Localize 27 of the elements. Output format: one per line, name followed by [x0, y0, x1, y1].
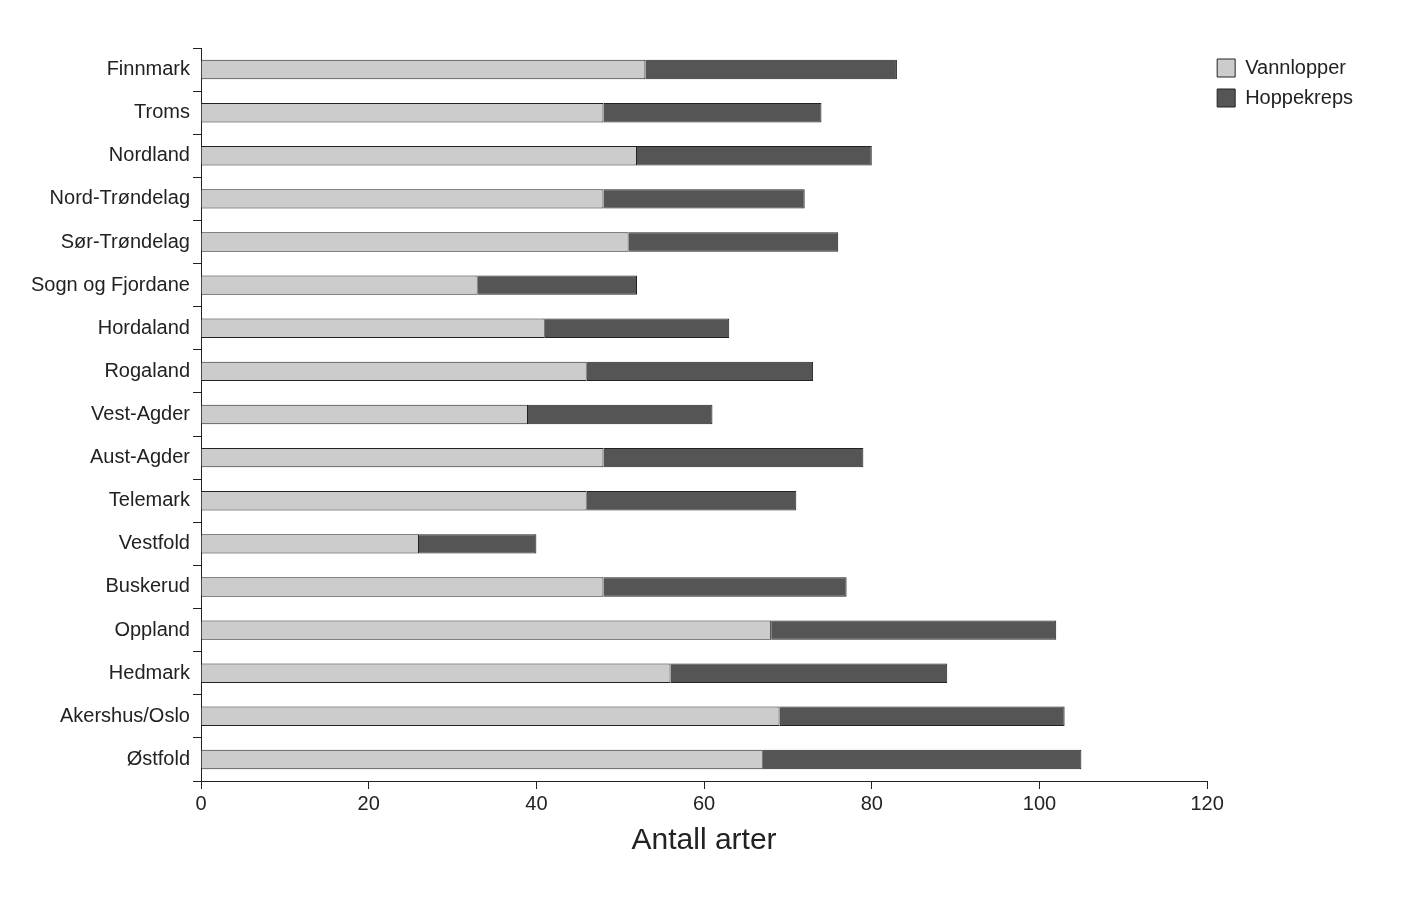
y-tick-label: Finnmark	[106, 57, 191, 80]
y-tick-label: Akershus/Oslo	[59, 703, 190, 726]
x-tick-label: 0	[195, 791, 207, 814]
x-tick-label: 60	[692, 791, 716, 814]
x-tick-label: 40	[525, 791, 548, 814]
x-tick-label: 120	[1190, 791, 1224, 814]
y-tick-label: Aust-Agder	[89, 445, 191, 468]
y-tick-label: Troms	[134, 100, 190, 123]
y-tick-label: Rogaland	[104, 358, 190, 381]
y-tick-label: Oppland	[114, 617, 190, 640]
y-tick-label: Vest-Agder	[91, 402, 191, 425]
y-tick-label: Hedmark	[108, 660, 191, 683]
x-tick-label: 100	[1022, 791, 1057, 814]
legend-label: Hoppekreps	[1245, 85, 1353, 108]
y-tick-label: Sogn og Fjordane	[30, 272, 190, 295]
legend-label: Vannlopper	[1245, 55, 1347, 78]
x-tick-label: 80	[860, 791, 883, 814]
y-tick-label: Østfold	[126, 746, 190, 769]
y-tick-label: Vestfold	[118, 531, 190, 554]
x-tick-label: 20	[357, 791, 380, 814]
y-tick-label: Sør-Trøndelag	[60, 229, 190, 252]
y-tick-label: Nord-Trøndelag	[49, 186, 190, 209]
y-tick-label: Buskerud	[105, 574, 190, 597]
y-tick-label: Hordaland	[97, 315, 190, 338]
x-axis-title: Antall arter	[631, 822, 777, 856]
y-tick-label: Nordland	[108, 143, 190, 166]
y-tick-label: Telemark	[108, 488, 191, 511]
